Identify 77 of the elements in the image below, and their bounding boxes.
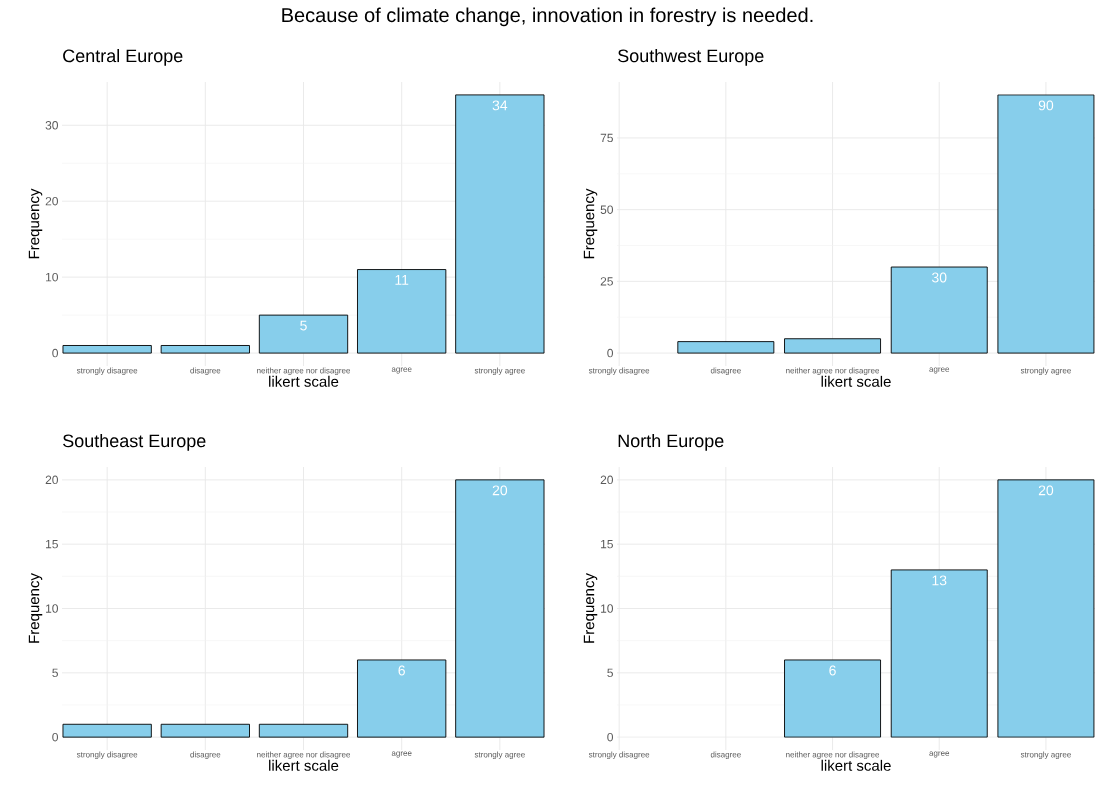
x-tick-label: strongly disagree: [76, 751, 138, 759]
x-tick-label: disagree: [190, 751, 221, 759]
bar: [258, 723, 349, 738]
y-tick-label: 10: [46, 272, 58, 282]
y-tick-label: 0: [607, 348, 614, 358]
y-tick-label: 15: [46, 540, 58, 549]
data-label: 34: [492, 100, 508, 111]
x-axis-title: likert scale: [269, 375, 339, 387]
x-tick-label: disagree: [190, 367, 221, 375]
y-tick-label: 0: [52, 732, 59, 742]
chart-title: Southeast Europe: [63, 434, 206, 451]
data-label: 6: [829, 665, 836, 676]
x-tick-label: strongly disagree: [76, 367, 138, 375]
y-tick-label: 5: [607, 668, 613, 677]
chart-title: Central Europe: [63, 49, 183, 66]
bar: [455, 94, 545, 354]
y-axis-title: Frequency: [28, 573, 43, 643]
bar: [891, 267, 988, 354]
y-tick-label: 50: [600, 205, 614, 214]
x-tick-label: disagree: [710, 367, 741, 375]
y-axis-title: Frequency: [583, 573, 598, 643]
x-tick-label: neither agree nor disagree: [786, 367, 880, 375]
data-label: 5: [300, 320, 307, 331]
y-tick-label: 20: [600, 475, 614, 485]
x-tick-label: strongly agree: [474, 751, 525, 759]
x-tick-label: agree: [929, 367, 950, 374]
bar: [997, 94, 1095, 354]
bar: [258, 314, 349, 354]
y-tick-label: 25: [600, 277, 613, 286]
bar: [357, 269, 447, 354]
y-axis-title: Frequency: [28, 188, 43, 259]
bar: [160, 345, 250, 354]
y-tick-label: 0: [52, 348, 59, 358]
bar: [62, 345, 152, 354]
x-tick-label: neither agree nor disagree: [257, 751, 351, 759]
data-label: 6: [398, 665, 405, 676]
x-tick-label: strongly disagree: [588, 367, 650, 375]
x-tick-label: neither agree nor disagree: [257, 367, 351, 375]
data-label: 90: [1038, 100, 1054, 111]
y-tick-label: 15: [601, 540, 613, 549]
y-tick-label: 30: [45, 121, 58, 130]
bar: [890, 569, 988, 738]
x-tick-label: disagree: [710, 751, 741, 759]
bar: [784, 659, 881, 738]
y-axis-title: Frequency: [583, 188, 598, 259]
y-tick-label: 10: [46, 604, 58, 613]
x-tick-label: neither agree nor disagree: [786, 751, 880, 759]
y-tick-label: 10: [601, 604, 614, 613]
y-tick-label: 0: [607, 732, 614, 742]
data-label: 30: [931, 272, 947, 283]
x-axis-title: likert scale: [269, 759, 339, 771]
text: Because of climate change, innovation in forestry is needed.: [282, 7, 813, 27]
data-label: 20: [1038, 485, 1054, 496]
x-tick-label: agree: [929, 751, 950, 758]
y-tick-label: 75: [600, 133, 613, 143]
chart-title: Southwest Europe: [618, 49, 764, 66]
data-label: 20: [492, 485, 508, 496]
x-tick-label: strongly agree: [1020, 751, 1071, 759]
bar: [997, 479, 1095, 738]
x-tick-label: agree: [391, 367, 412, 374]
bar: [160, 723, 250, 738]
data-label: 11: [395, 275, 409, 285]
x-axis-title: likert scale: [821, 759, 891, 771]
data-label: 13: [932, 575, 947, 586]
x-tick-label: strongly agree: [1020, 367, 1071, 375]
bar: [357, 659, 447, 738]
bar: [455, 479, 545, 738]
y-tick-label: 5: [52, 668, 58, 677]
bar: [62, 723, 152, 738]
y-tick-label: 20: [45, 475, 58, 485]
x-axis-title: likert scale: [821, 375, 891, 387]
x-tick-label: agree: [391, 751, 412, 758]
x-tick-label: strongly agree: [474, 367, 525, 375]
chart-title: North Europe: [618, 434, 724, 451]
x-tick-label: strongly disagree: [588, 751, 650, 759]
y-tick-label: 20: [45, 196, 58, 206]
bar: [784, 338, 881, 354]
